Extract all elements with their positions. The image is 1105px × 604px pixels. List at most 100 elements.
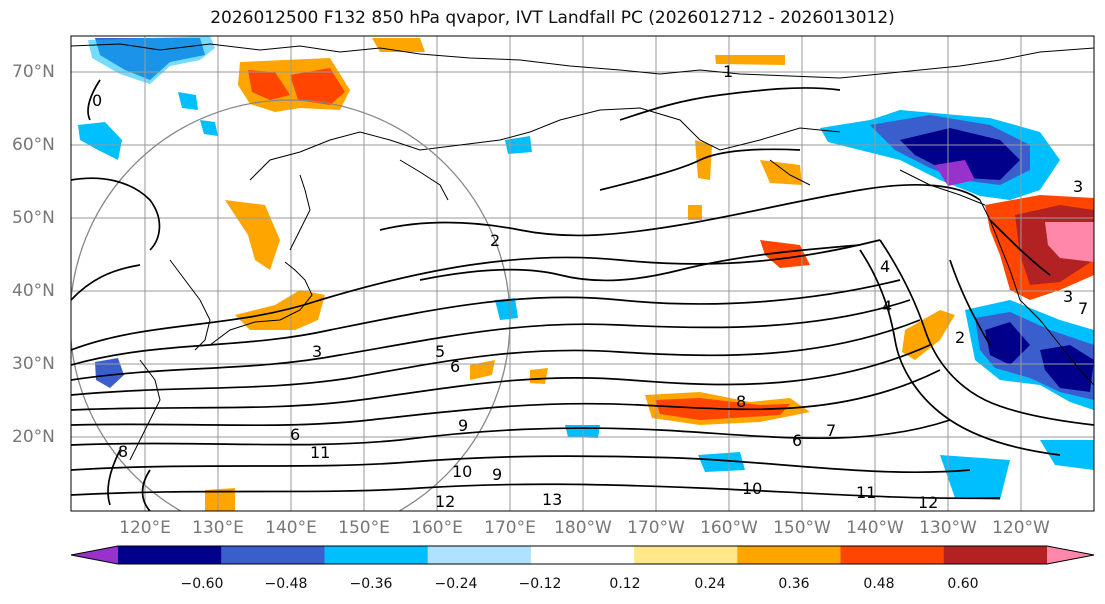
lon-label: 120°W <box>992 518 1050 538</box>
contour-label: 4 <box>882 297 892 316</box>
contour-label: 5 <box>435 342 445 361</box>
lat-label: 20°N <box>12 427 55 447</box>
neg-patch-ak-core <box>900 128 1020 180</box>
contour-label: 10 <box>452 462 472 481</box>
contour-label: 8 <box>118 442 128 461</box>
contour-label: 11 <box>856 483 876 502</box>
colorbar-segment <box>634 546 738 564</box>
neg-patch-sw-core <box>985 322 1094 392</box>
contour-label: 2 <box>955 328 965 347</box>
colorbar-tick-label: 0.24 <box>694 576 726 592</box>
neg-patch-w1 <box>78 122 122 160</box>
contour-label: 10 <box>742 479 762 498</box>
lon-label: 140°W <box>846 518 904 538</box>
contour-label-group: 0 1 2 3 4 5 6 8 9 10 11 12 13 8 6 7 11 1… <box>92 62 1088 512</box>
contours <box>71 79 1094 511</box>
neg-patch-ak-violet <box>935 160 975 186</box>
pos-patch-e1 <box>902 310 955 360</box>
lon-label: 130°E <box>192 518 244 538</box>
plot-title: 2026012500 F132 850 hPa qvapor, IVT Land… <box>210 8 895 28</box>
lon-label: 120°E <box>119 518 171 538</box>
lon-label: 140°E <box>265 518 317 538</box>
contour-label: 3 <box>1073 177 1083 196</box>
colorbar-segment <box>221 546 325 564</box>
lat-label: 30°N <box>12 354 55 374</box>
lon-label: 180°W <box>554 518 612 538</box>
contour-label: 8 <box>736 392 746 411</box>
contour-label: 12 <box>918 493 938 512</box>
contour-label: 7 <box>826 421 836 440</box>
pos-patch-c5 <box>688 205 702 220</box>
graticule <box>71 36 1094 511</box>
pos-patch-ak <box>695 140 712 180</box>
colorbar-segment <box>840 546 945 564</box>
contour-label: 3 <box>1063 287 1073 306</box>
colorbar-segment <box>737 546 842 564</box>
colorbar-tick-label: −0.36 <box>349 576 393 592</box>
neg-patch-se2 <box>1040 440 1094 470</box>
colorbar-tick-label: 0.60 <box>947 576 979 592</box>
pos-patch-n3 <box>715 55 785 65</box>
colorbar-segment <box>943 546 1048 564</box>
contour-label: 9 <box>492 465 502 484</box>
pos-patch-c4 <box>530 368 548 384</box>
colorbar-extend-high <box>1047 546 1094 564</box>
lon-label: 170°E <box>484 518 536 538</box>
pos-patch-sw2 <box>205 488 235 511</box>
lon-label: 170°W <box>627 518 685 538</box>
pos-patch-jp2 <box>235 290 325 330</box>
contour-label: 6 <box>450 357 460 376</box>
contour-label: 4 <box>880 257 890 276</box>
colorbar-tick-label: 0.36 <box>778 576 810 592</box>
pos-patch-ak2 <box>760 160 802 185</box>
contour-label: 2 <box>490 231 500 250</box>
range-circle <box>71 99 511 511</box>
contour-label: 7 <box>1078 299 1088 318</box>
map-border <box>70 35 1095 512</box>
lat-label: 70°N <box>12 62 55 82</box>
colorbar-segment <box>427 546 532 564</box>
colorbar-tick-label: −0.60 <box>180 576 224 592</box>
contour-label: 11 <box>310 443 330 462</box>
neg-patch-w4 <box>95 358 124 388</box>
neg-patch-w2 <box>178 92 198 110</box>
lon-label: 150°W <box>773 518 831 538</box>
colorbar-tick-label: 0.12 <box>609 576 641 592</box>
colorbar-border <box>70 545 1095 565</box>
colorbar-segment <box>530 546 635 564</box>
colorbar-tick-label: −0.48 <box>264 576 308 592</box>
neg-patch-s1 <box>698 452 745 472</box>
pos-patch-mid <box>760 240 810 268</box>
contour-label: 9 <box>458 416 468 435</box>
colorbar-tick-label: 0.48 <box>863 576 895 592</box>
neg-patch-c1 <box>495 298 518 320</box>
lat-label: 50°N <box>12 208 55 228</box>
lat-label: 60°N <box>12 135 55 155</box>
contour-label: 13 <box>542 490 562 509</box>
lon-label: 160°E <box>411 518 463 538</box>
colorbar-tick-label: −0.12 <box>518 576 562 592</box>
lat-label: 40°N <box>12 281 55 301</box>
colorbar-extend-low <box>71 546 118 564</box>
pos-patch-n2 <box>372 38 425 52</box>
contour-label: 3 <box>312 342 322 361</box>
colorbar-segment <box>118 546 222 564</box>
lon-label: 130°W <box>919 518 977 538</box>
pos-patch-n1-core <box>248 68 345 105</box>
pos-patch-wc-pink <box>1045 222 1094 262</box>
contour-label: 6 <box>792 431 802 450</box>
contour-label: 12 <box>435 492 455 511</box>
pos-patch-c3 <box>470 360 495 380</box>
neg-patch-w3 <box>200 120 218 136</box>
colorbar-tick-label: −0.24 <box>434 576 478 592</box>
contour-label: 6 <box>290 425 300 444</box>
contour-label: 1 <box>723 62 733 81</box>
contour-label: 0 <box>92 91 102 110</box>
colorbar <box>70 545 1095 565</box>
colorbar-segment <box>324 546 429 564</box>
lon-label: 150°E <box>338 518 390 538</box>
coastlines <box>71 43 1094 461</box>
lon-label: 160°W <box>700 518 758 538</box>
neg-patch-se1 <box>940 455 1010 500</box>
